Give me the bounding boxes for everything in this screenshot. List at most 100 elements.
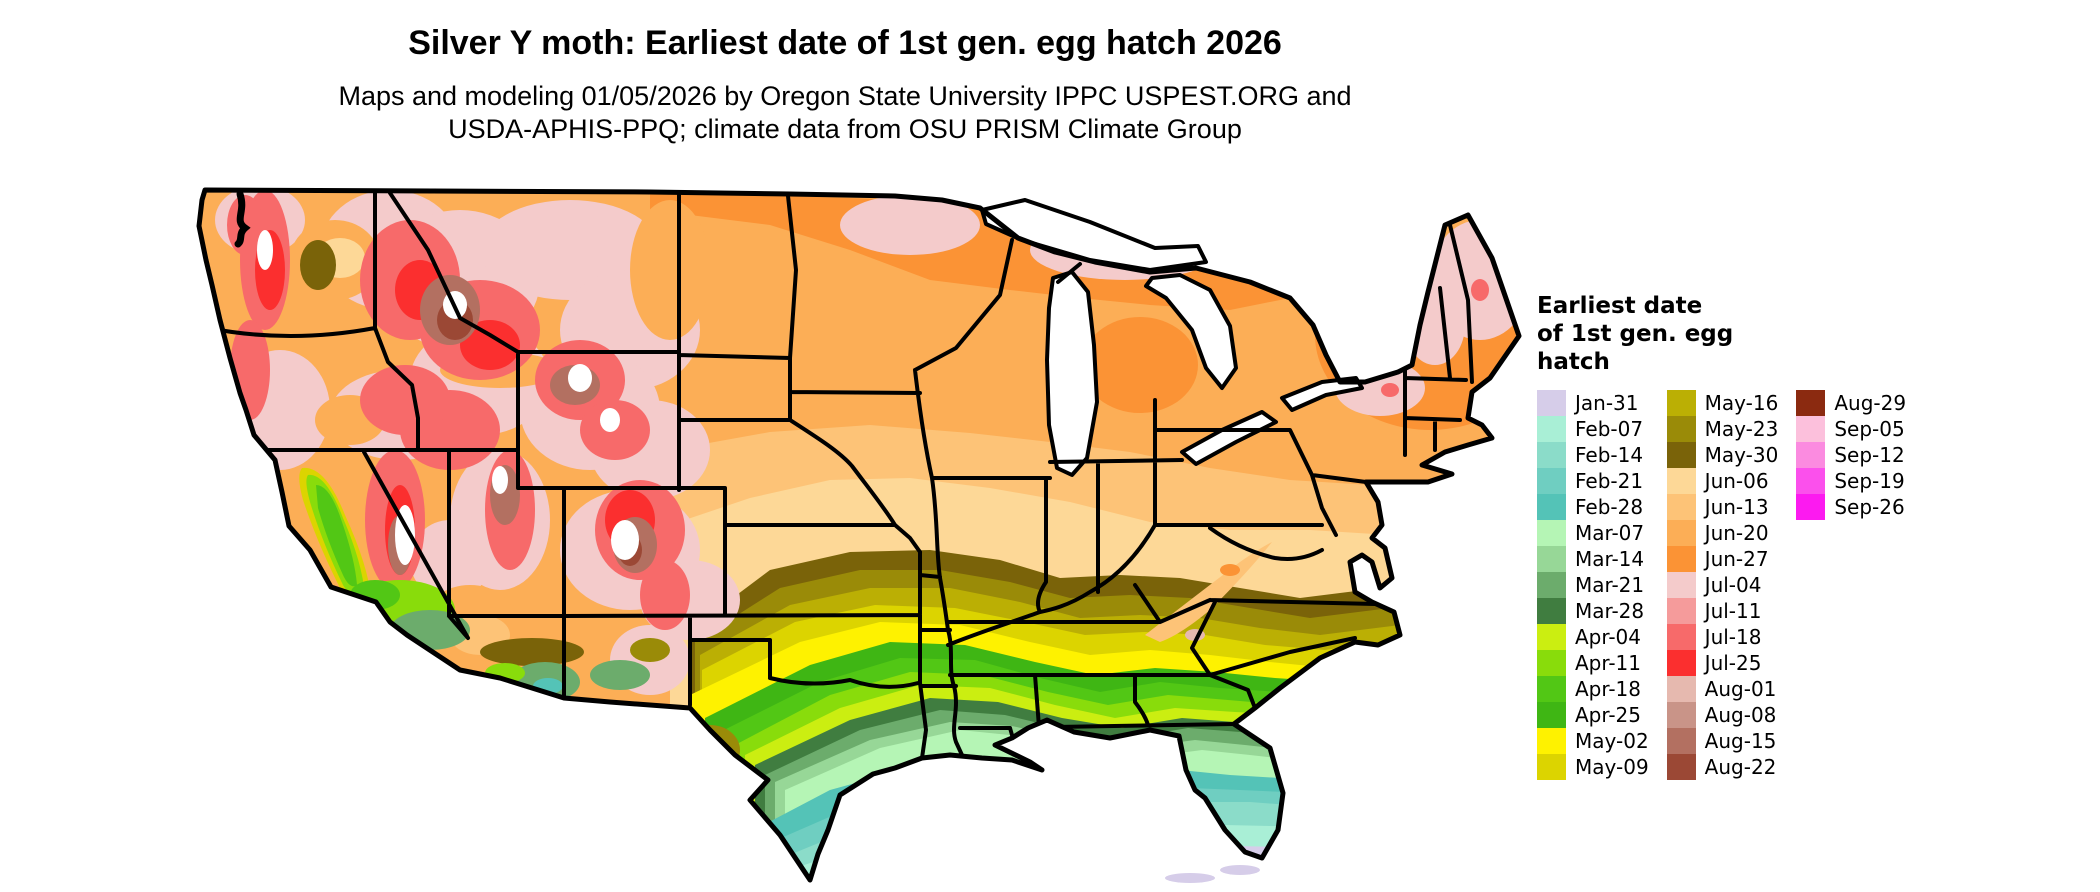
- us-map-svg: [196, 187, 1522, 883]
- legend-swatch: [1666, 442, 1696, 468]
- subtitle: Maps and modeling 01/05/2026 by Oregon S…: [0, 80, 1690, 146]
- legend-entry: Aug-29: [1796, 390, 1906, 416]
- legend-entry: Aug-01: [1666, 676, 1779, 702]
- state-borders: [206, 190, 1474, 760]
- legend-swatch: [1537, 676, 1566, 702]
- legend-swatch: [1666, 572, 1696, 598]
- legend-swatch: [1666, 416, 1696, 442]
- legend-entry: Mar-21: [1537, 572, 1649, 598]
- legend-entry: Feb-28: [1537, 494, 1649, 520]
- legend: Earliest date of 1st gen. egg hatch Jan-…: [1537, 292, 2097, 780]
- legend-swatch: [1537, 468, 1566, 494]
- legend-swatch: [1666, 728, 1696, 754]
- legend-swatch: [1666, 650, 1696, 676]
- legend-entry: Aug-08: [1666, 702, 1779, 728]
- legend-label: Jan-31: [1575, 391, 1639, 415]
- legend-label: Jun-20: [1704, 521, 1769, 545]
- legend-column: Jan-31 Feb-07 Feb-14 Feb-21 Feb-28 Mar-07 Mar-…: [1537, 390, 1649, 780]
- legend-swatch: [1537, 598, 1566, 624]
- legend-entry: Jan-31: [1537, 390, 1649, 416]
- legend-entry: Jul-25: [1666, 650, 1779, 676]
- legend-label: Feb-14: [1575, 443, 1644, 467]
- great-lakes: [980, 198, 1364, 477]
- legend-label: Jun-13: [1704, 495, 1769, 519]
- legend-entry: Sep-12: [1796, 442, 1906, 468]
- legend-label: Feb-07: [1575, 417, 1644, 441]
- legend-label: Sep-05: [1834, 417, 1905, 441]
- legend-swatch: [1537, 390, 1566, 416]
- coast-outline: [196, 187, 1522, 883]
- subtitle-line-2: USDA-APHIS-PPQ; climate data from OSU PR…: [448, 114, 1242, 144]
- legend-swatch: [1537, 442, 1566, 468]
- legend-entry: Aug-15: [1666, 728, 1779, 754]
- legend-swatch: [1537, 520, 1566, 546]
- legend-swatch: [1666, 468, 1696, 494]
- legend-title: Earliest date of 1st gen. egg hatch: [1537, 292, 2097, 376]
- legend-entry: Mar-28: [1537, 598, 1649, 624]
- page-title: Silver Y moth: Earliest date of 1st gen.…: [408, 24, 1282, 62]
- legend-label: Mar-14: [1575, 547, 1645, 571]
- puget-sound: [234, 190, 251, 248]
- legend-label: Feb-21: [1575, 469, 1644, 493]
- legend-swatch: [1666, 702, 1696, 728]
- legend-swatch: [1537, 702, 1566, 728]
- legend-swatch: [1666, 676, 1696, 702]
- legend-entry: Feb-07: [1537, 416, 1649, 442]
- legend-label: May-30: [1704, 443, 1779, 467]
- legend-label: Mar-07: [1575, 521, 1645, 545]
- legend-entry: Apr-18: [1537, 676, 1649, 702]
- legend-entry: Apr-25: [1537, 702, 1649, 728]
- legend-entry: Jun-27: [1666, 546, 1779, 572]
- legend-label: Apr-04: [1575, 625, 1641, 649]
- legend-title-line: hatch: [1537, 349, 1610, 375]
- legend-swatch: [1666, 546, 1696, 572]
- legend-label: Aug-01: [1704, 677, 1777, 701]
- legend-label: May-16: [1704, 391, 1779, 415]
- legend-swatch: [1537, 546, 1566, 572]
- legend-swatch: [1537, 416, 1566, 442]
- legend-label: Jul-25: [1704, 651, 1762, 675]
- legend-label: Sep-19: [1834, 469, 1905, 493]
- legend-label: Mar-28: [1575, 599, 1645, 623]
- florida-keys: [1165, 865, 1260, 883]
- legend-entry: Jun-06: [1666, 468, 1779, 494]
- legend-label: Jul-18: [1704, 625, 1762, 649]
- legend-label: Aug-29: [1834, 391, 1907, 415]
- legend-columns: Jan-31 Feb-07 Feb-14 Feb-21 Feb-28 Mar-07 Mar-…: [1537, 390, 2097, 780]
- legend-label: Apr-18: [1575, 677, 1641, 701]
- legend-label: Sep-26: [1834, 495, 1905, 519]
- legend-entry: May-09: [1537, 754, 1649, 780]
- legend-entry: Mar-07: [1537, 520, 1649, 546]
- legend-swatch: [1537, 650, 1566, 676]
- legend-entry: May-30: [1666, 442, 1779, 468]
- legend-entry: Sep-26: [1796, 494, 1906, 520]
- us-map: [150, 130, 1540, 892]
- legend-label: Jul-04: [1704, 573, 1762, 597]
- legend-label: May-09: [1575, 755, 1649, 779]
- legend-entry: May-02: [1537, 728, 1649, 754]
- legend-swatch: [1666, 598, 1696, 624]
- legend-entry: Jun-13: [1666, 494, 1779, 520]
- legend-entry: Aug-22: [1666, 754, 1779, 780]
- map-fill-layers: [199, 190, 1519, 880]
- legend-entry: May-16: [1666, 390, 1779, 416]
- subtitle-line-1: Maps and modeling 01/05/2026 by Oregon S…: [338, 81, 1352, 111]
- legend-entry: Apr-04: [1537, 624, 1649, 650]
- legend-column: Aug-29 Sep-05 Sep-12 Sep-19 Sep-26: [1796, 390, 1906, 520]
- legend-entry: Mar-14: [1537, 546, 1649, 572]
- legend-swatch: [1666, 754, 1696, 780]
- legend-label: Aug-08: [1704, 703, 1777, 727]
- legend-label: May-23: [1704, 417, 1779, 441]
- legend-entry: Feb-21: [1537, 468, 1649, 494]
- legend-title-line: Earliest date: [1537, 293, 1703, 319]
- legend-swatch: [1796, 416, 1826, 442]
- legend-entry: Jul-18: [1666, 624, 1779, 650]
- legend-entry: Sep-19: [1796, 468, 1906, 494]
- legend-swatch: [1537, 624, 1566, 650]
- legend-label: Aug-15: [1704, 729, 1777, 753]
- legend-entry: Sep-05: [1796, 416, 1906, 442]
- legend-swatch: [1537, 728, 1566, 754]
- legend-label: Apr-25: [1575, 703, 1641, 727]
- legend-label: Aug-22: [1704, 755, 1777, 779]
